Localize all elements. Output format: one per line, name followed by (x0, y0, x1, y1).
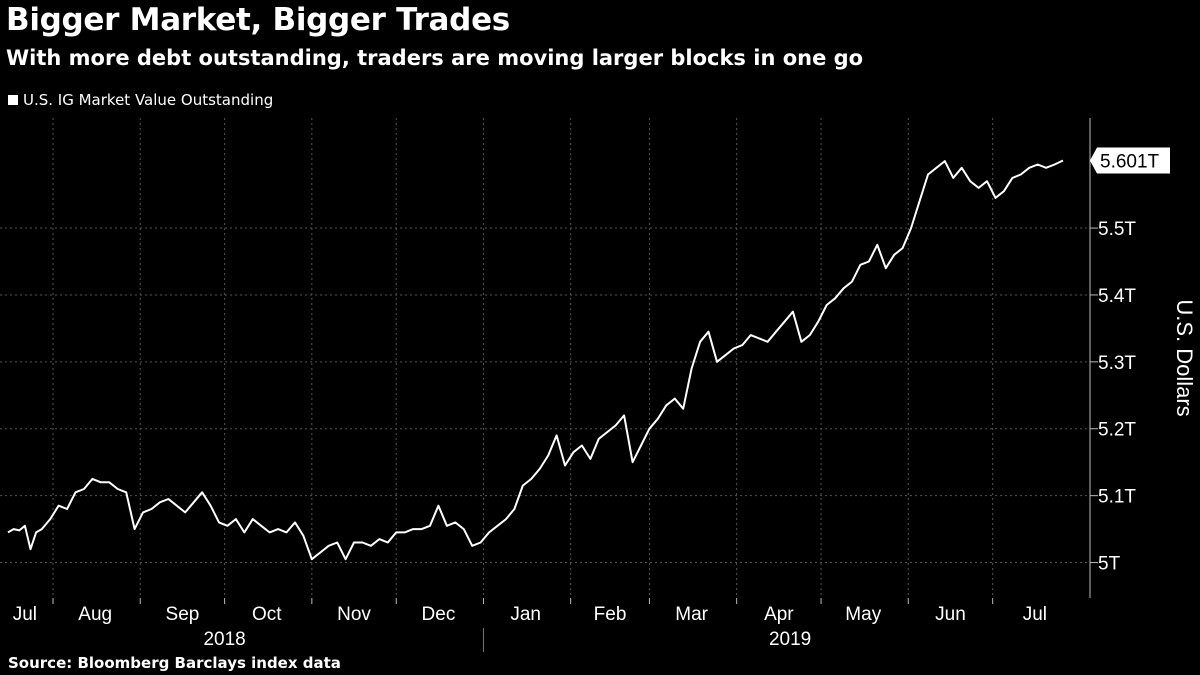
legend-swatch (8, 95, 18, 105)
chart-title: Bigger Market, Bigger Trades (6, 2, 510, 38)
x-tick-label: Dec (422, 604, 456, 625)
last-value-box (1090, 147, 1170, 174)
y-axis-title: U.S. Dollars (1172, 299, 1197, 416)
source-note: Source: Bloomberg Barclays index data (8, 654, 341, 672)
x-tick-label: Aug (78, 604, 112, 625)
x-tick-label: Jan (510, 604, 541, 625)
y-tick-label: 5.3T (1098, 353, 1136, 374)
x-tick-label: May (845, 604, 881, 625)
x-tick-label: Nov (337, 604, 371, 625)
x-tick-label: Sep (166, 604, 200, 625)
y-tick-label: 5.2T (1098, 420, 1136, 441)
legend: U.S. IG Market Value Outstanding (8, 91, 273, 109)
legend-label: U.S. IG Market Value Outstanding (23, 91, 274, 109)
y-tick-label: 5.1T (1098, 487, 1136, 508)
series-line (7, 159, 1064, 561)
x-tick-label: Apr (764, 604, 794, 625)
y-tick-label: 5.5T (1098, 219, 1136, 240)
x-tick-label: Oct (252, 604, 282, 625)
x-tick-label: Mar (675, 604, 708, 625)
x-tick-label: Feb (594, 604, 627, 625)
last-value-label: 5.601T (1100, 151, 1160, 172)
x-tick-label: Jun (935, 604, 966, 625)
y-tick-label: 5.4T (1098, 286, 1136, 307)
y-tick-label: 5T (1098, 554, 1121, 575)
chart-subtitle: With more debt outstanding, traders are … (6, 46, 864, 70)
x-tick-label: Jul (1023, 604, 1047, 625)
x-tick-label: Jul (13, 604, 37, 625)
x-year-label: 2018 (203, 629, 245, 650)
x-year-label: 2019 (769, 629, 811, 650)
